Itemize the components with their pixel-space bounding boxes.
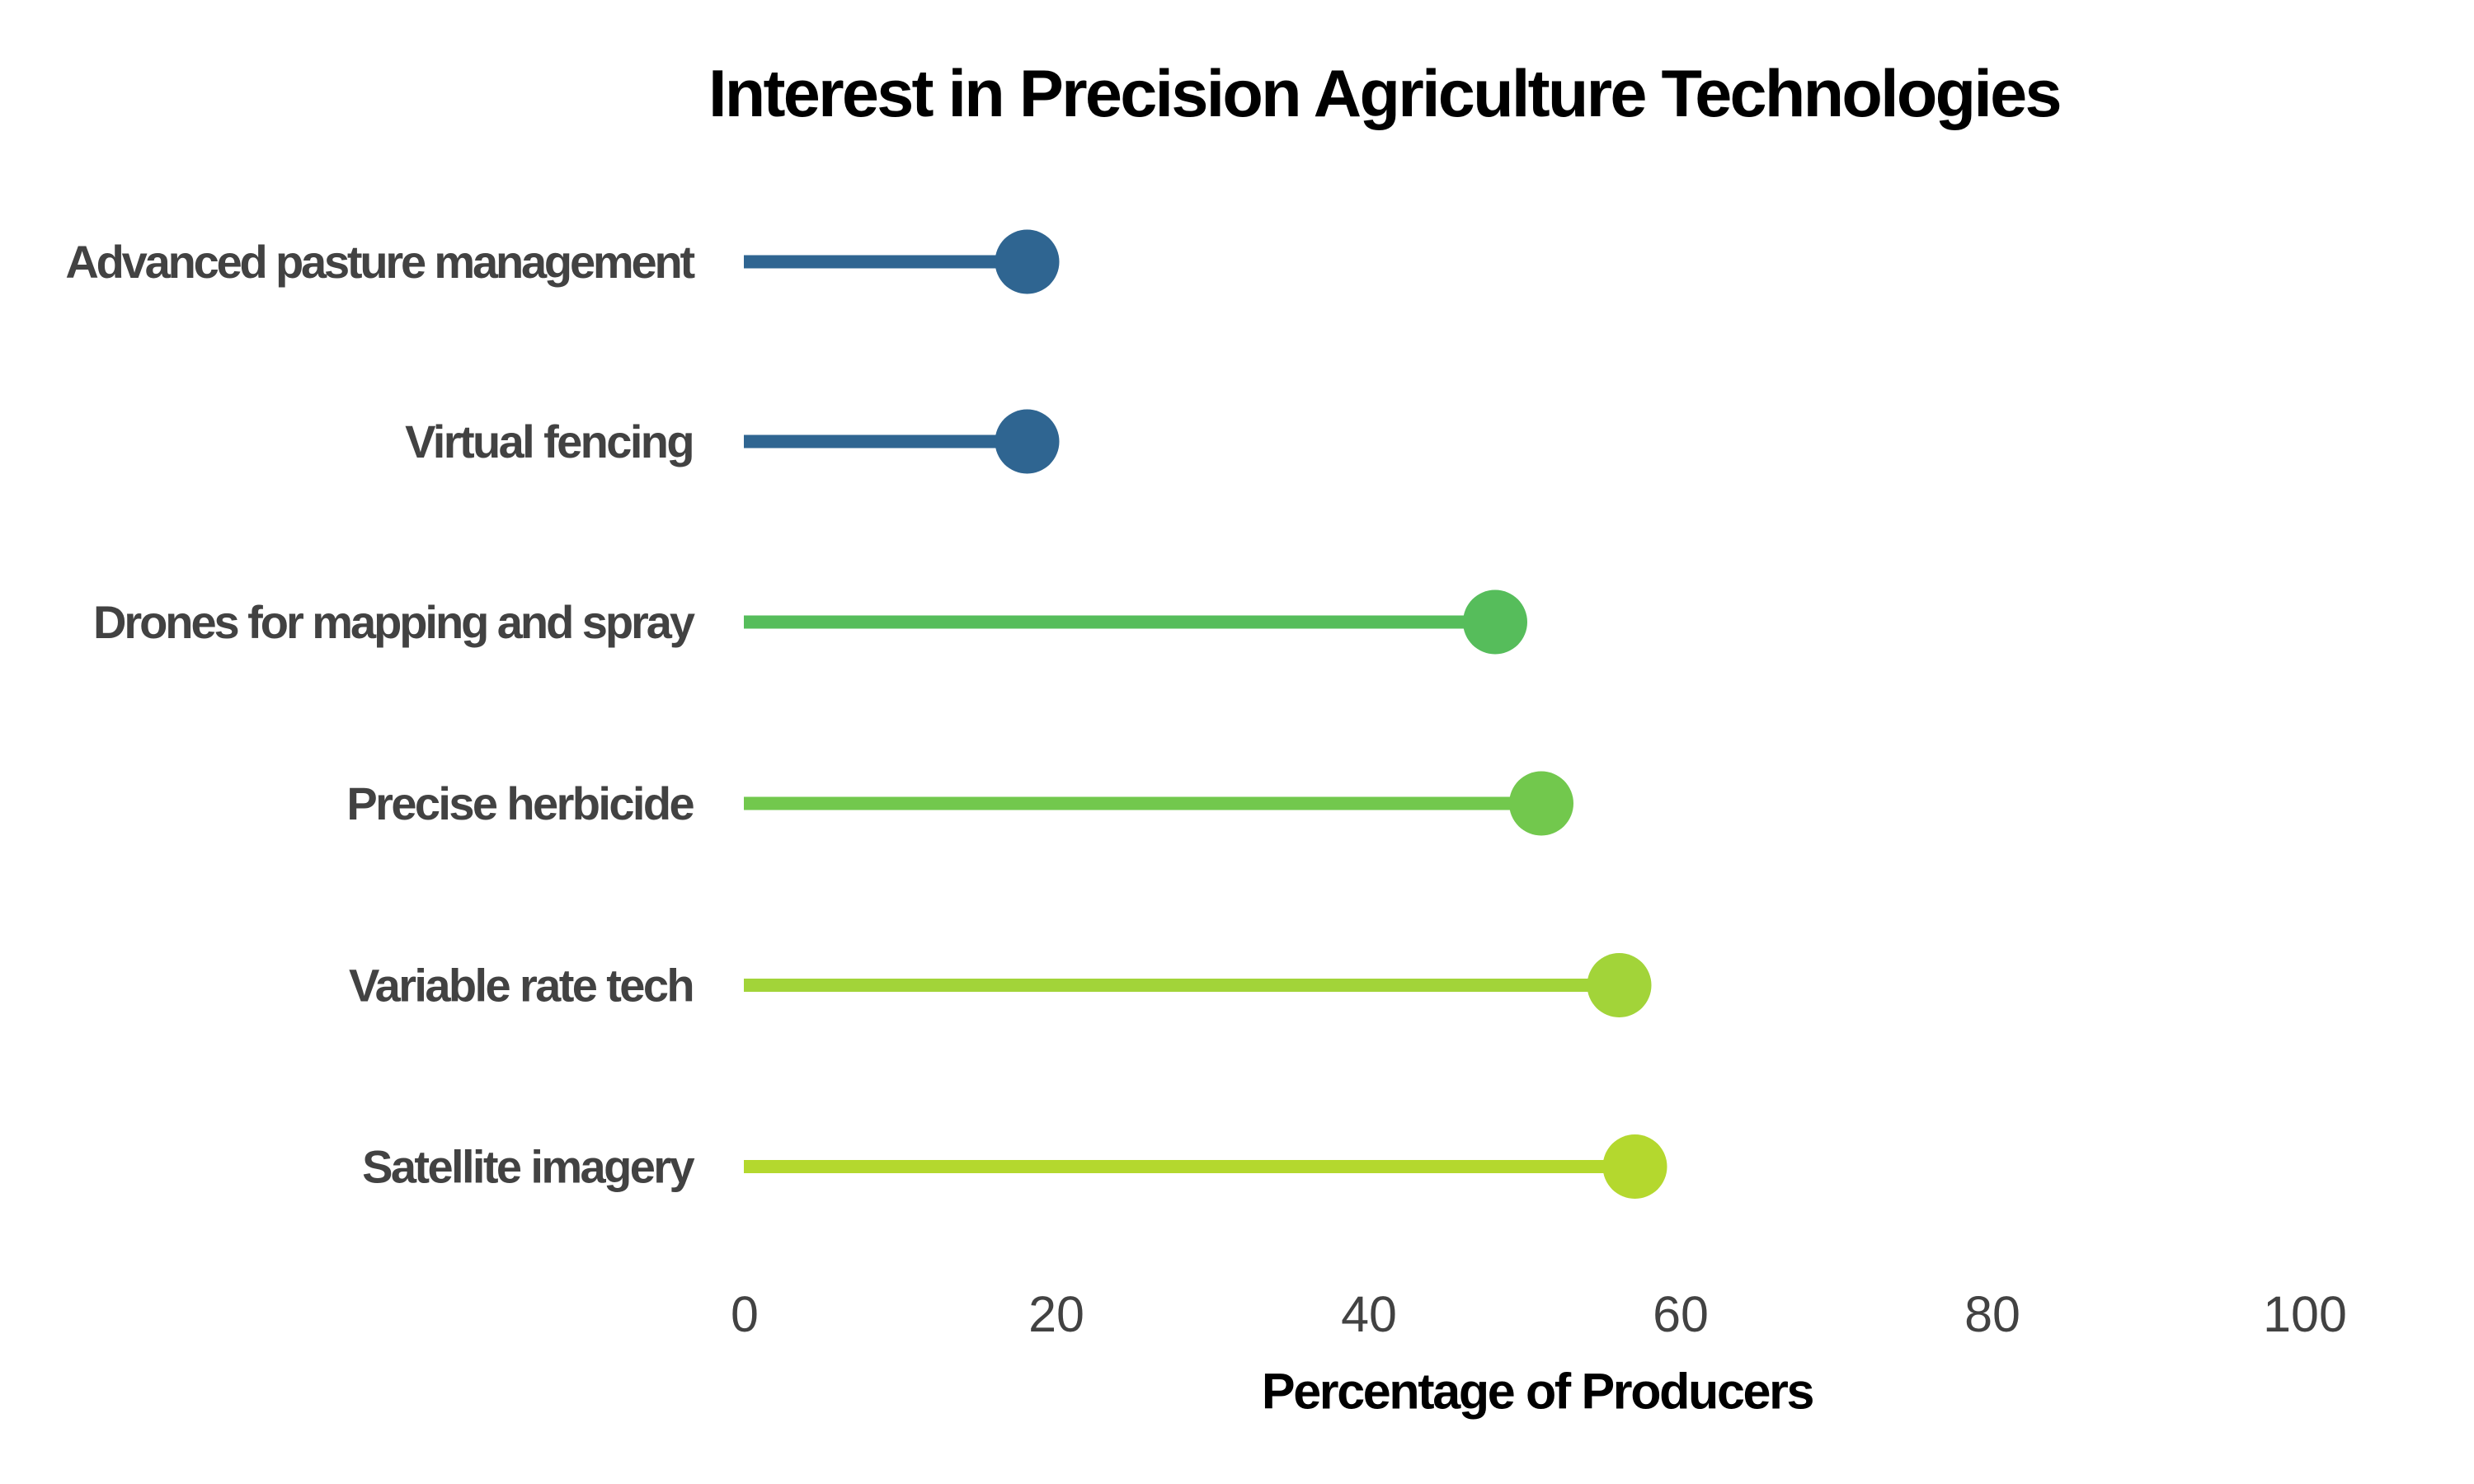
svg-text:80: 80: [1964, 1286, 2020, 1342]
svg-text:Precise herbicide: Precise herbicide: [346, 777, 694, 829]
svg-text:Advanced pasture management: Advanced pasture management: [65, 236, 694, 288]
svg-text:Virtual fencing: Virtual fencing: [405, 416, 693, 467]
svg-text:40: 40: [1341, 1286, 1397, 1342]
svg-text:60: 60: [1653, 1286, 1709, 1342]
svg-text:Drones for mapping and spray: Drones for mapping and spray: [93, 596, 695, 648]
svg-text:Percentage of Producers: Percentage of Producers: [1262, 1364, 1813, 1420]
svg-text:Interest in Precision Agricult: Interest in Precision Agriculture Techno…: [708, 57, 2060, 131]
svg-text:Satellite imagery: Satellite imagery: [362, 1140, 694, 1192]
svg-text:20: 20: [1028, 1286, 1084, 1342]
svg-text:Variable rate tech: Variable rate tech: [349, 959, 693, 1011]
svg-text:0: 0: [731, 1286, 759, 1342]
svg-text:100: 100: [2263, 1286, 2347, 1342]
